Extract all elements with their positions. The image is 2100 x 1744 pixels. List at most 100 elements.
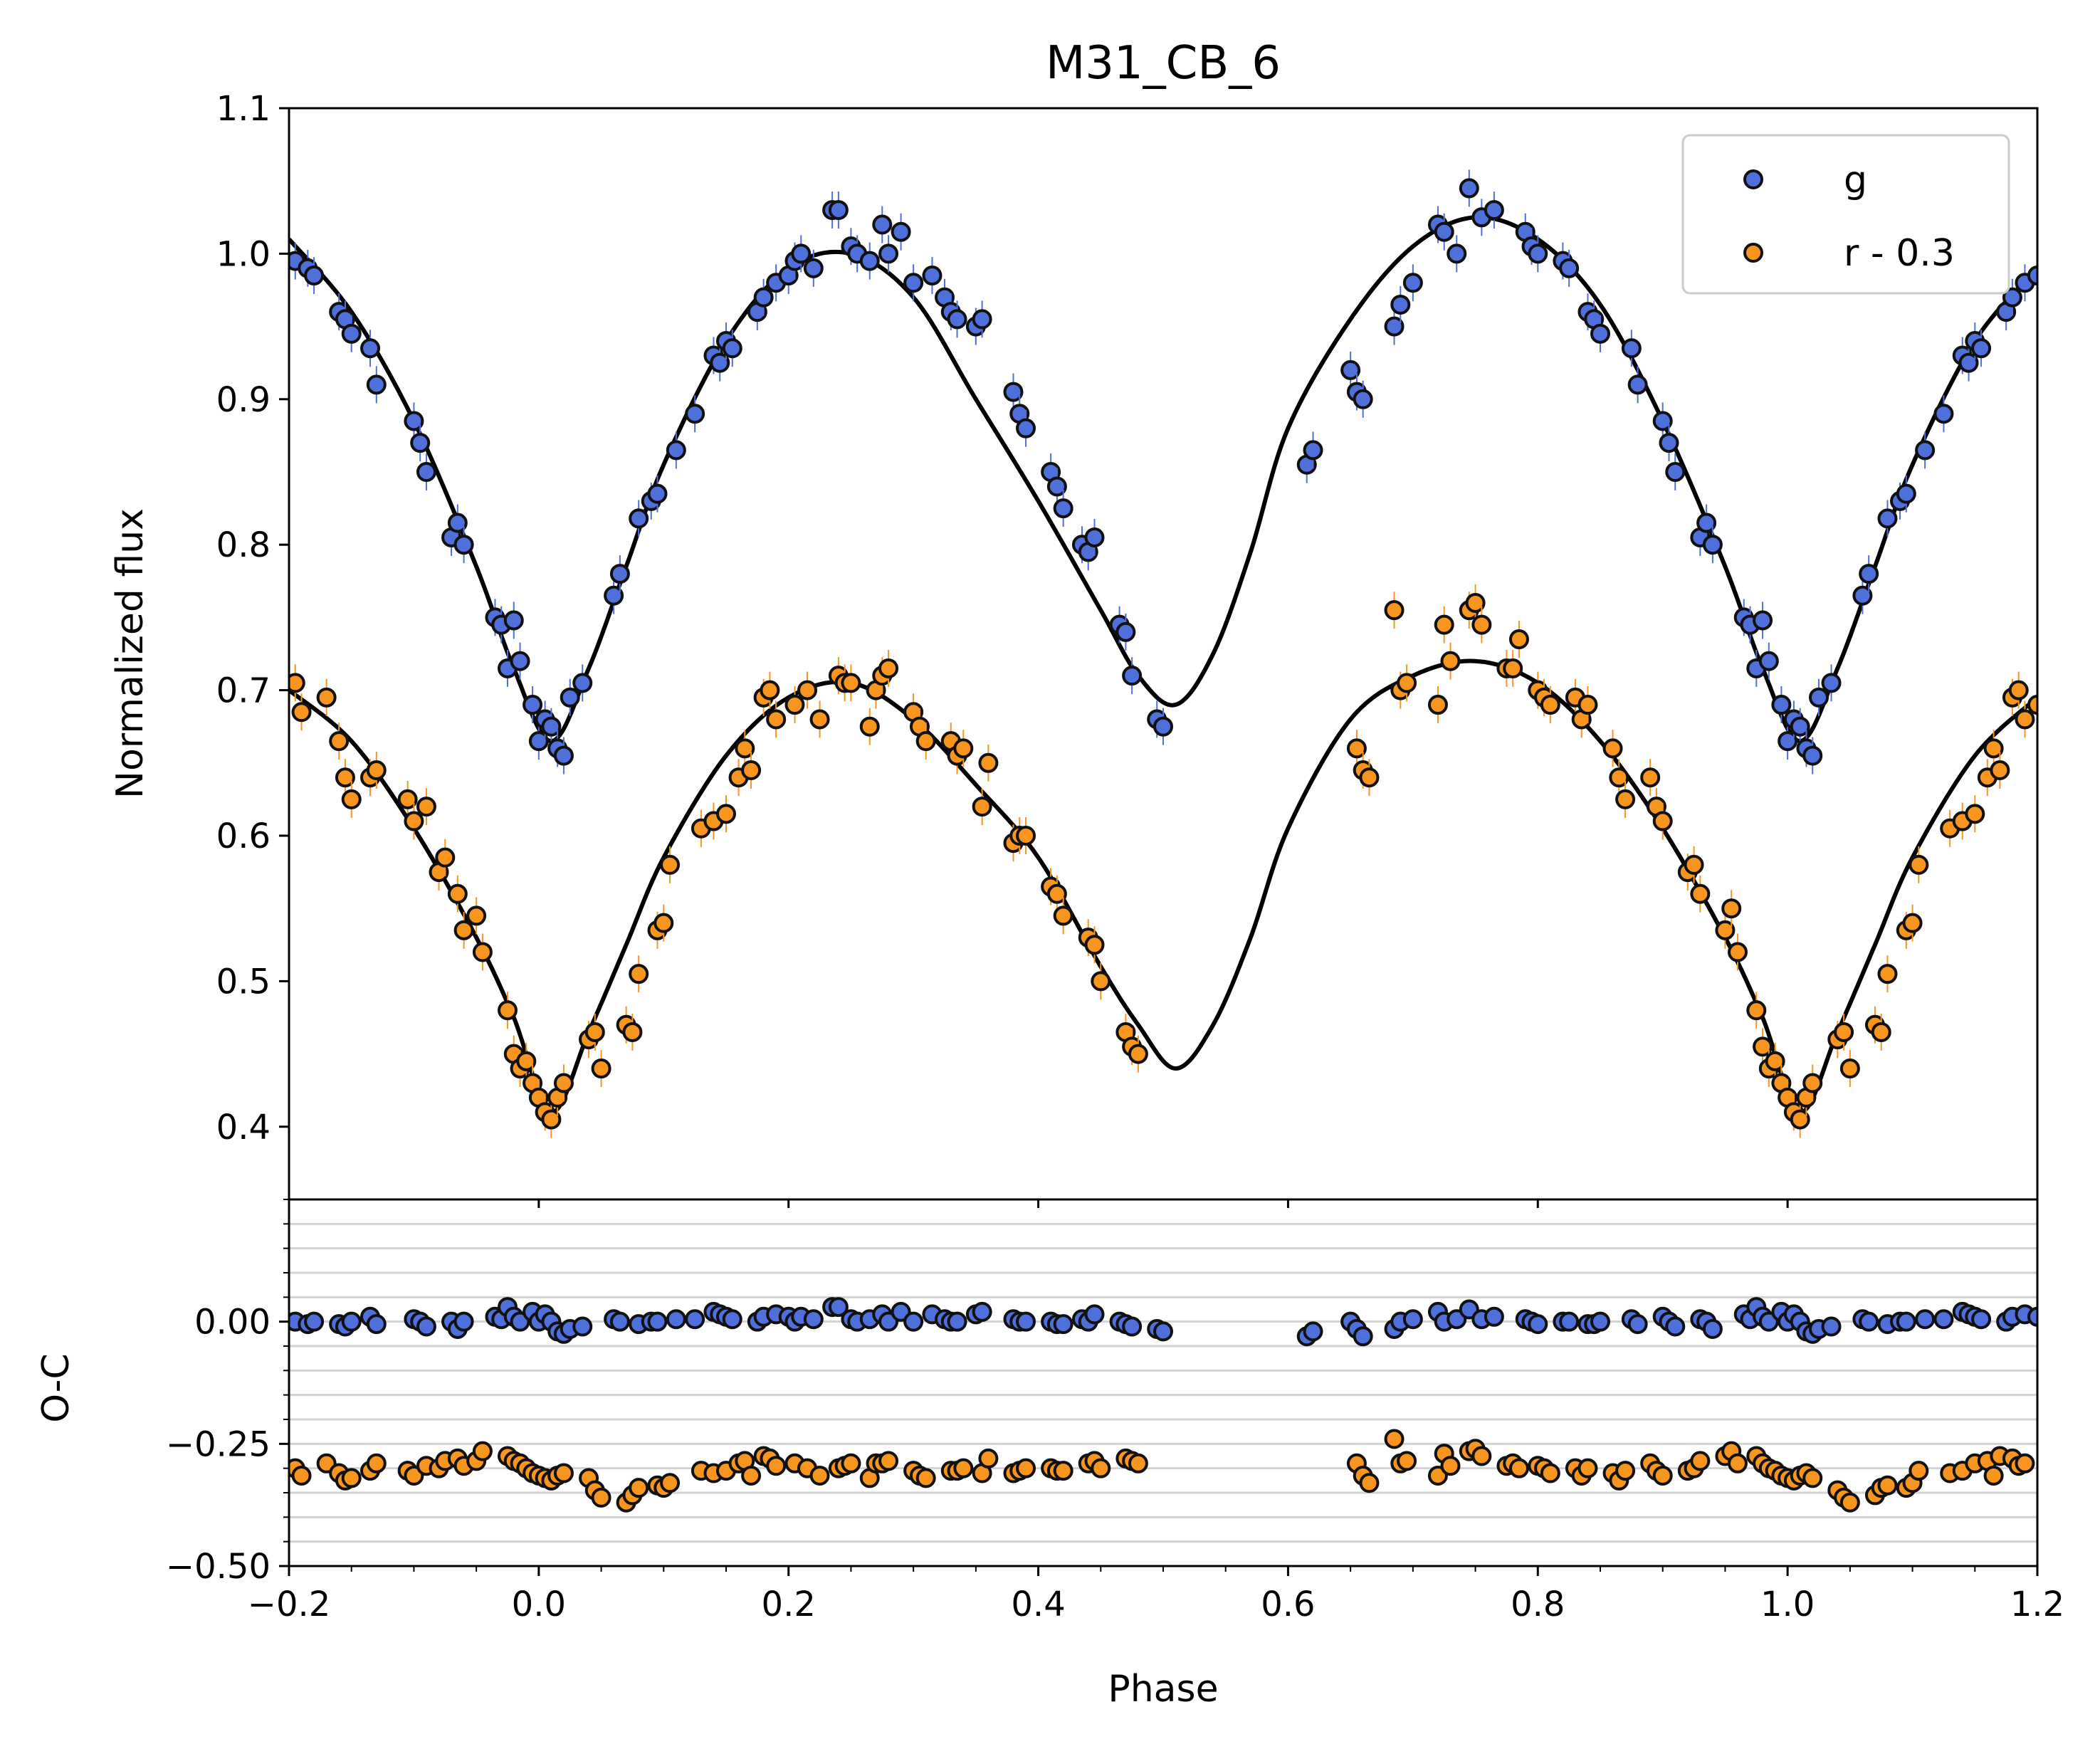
data-point-r <box>2027 695 2037 715</box>
data-point-g <box>1402 273 1423 293</box>
data-point-r <box>516 1051 537 1071</box>
residual-point-r <box>1690 1451 1711 1471</box>
data-point-g <box>1665 462 1686 482</box>
legend: g r - 0.3 <box>1681 134 2010 295</box>
flux-tick-label: 0.4 <box>216 1108 271 1147</box>
data-point-r <box>416 797 436 817</box>
data-point-g <box>1859 564 1879 584</box>
data-point-r <box>1602 738 1623 759</box>
data-point-r <box>1990 760 2010 781</box>
data-point-g <box>1115 621 1136 642</box>
residual-point-g <box>803 1309 824 1330</box>
y-axis-label-oc: O-C <box>35 1353 78 1422</box>
data-point-r <box>1359 767 1380 788</box>
phase-tick-label: 0.0 <box>512 1585 566 1624</box>
residual-points <box>289 1297 2037 1513</box>
data-point-r <box>978 752 999 773</box>
data-point-r <box>1434 614 1454 635</box>
data-point-g <box>647 483 668 504</box>
residual-point-r <box>1909 1461 1929 1481</box>
chart-title: M31_CB_6 <box>1046 37 1281 90</box>
residual-point-r <box>1540 1463 1560 1483</box>
residual-point-g <box>1859 1311 1879 1332</box>
residual-point-g <box>1821 1316 1842 1337</box>
data-point-g <box>1896 483 1916 504</box>
data-point-g <box>553 745 574 766</box>
data-point-r <box>1465 592 1486 613</box>
flux-tick-label: 0.6 <box>216 816 271 856</box>
residual-point-r <box>1615 1461 1636 1481</box>
data-point-r <box>1577 695 1598 715</box>
data-point-g <box>1084 527 1105 547</box>
data-point-g <box>410 433 431 453</box>
data-point-r <box>1046 883 1067 904</box>
phase-tick-label: 0.8 <box>1511 1585 1565 1624</box>
data-point-g <box>304 266 325 286</box>
data-point-g <box>1053 498 1073 519</box>
residual-point-r <box>629 1478 649 1498</box>
data-point-g <box>1559 258 1580 278</box>
data-point-r <box>2015 709 2035 730</box>
residual-point-r <box>472 1441 493 1461</box>
data-point-r <box>1427 695 1448 715</box>
residual-point-r <box>2015 1453 2035 1474</box>
data-point-r <box>1384 600 1405 621</box>
residual-point-r <box>1440 1456 1461 1476</box>
data-point-r <box>453 920 474 940</box>
data-point-g <box>1652 411 1673 431</box>
data-point-g <box>872 214 893 235</box>
data-point-g <box>1702 535 1723 555</box>
data-point-g <box>859 251 880 271</box>
data-point-g <box>604 585 624 606</box>
phase-tick-label: −0.2 <box>248 1585 331 1624</box>
data-point-g <box>1958 352 1979 373</box>
data-point-r <box>953 738 974 759</box>
data-point-r <box>335 767 355 788</box>
phase-x-ticks: −0.2 0.0 0.2 0.4 0.6 0.8 1.0 1.2 <box>248 1199 2064 1624</box>
residual-point-g <box>341 1311 362 1332</box>
data-point-r <box>1965 804 1985 824</box>
data-point-r <box>797 680 818 700</box>
data-point-r <box>1746 1000 1767 1021</box>
residual-point-g <box>1915 1309 1936 1330</box>
data-point-g <box>1659 433 1679 453</box>
residual-point-g <box>1122 1316 1143 1337</box>
data-point-r <box>1839 1059 1860 1079</box>
data-point-g <box>1303 440 1323 461</box>
data-point-r <box>716 804 736 824</box>
data-point-r <box>1721 898 1742 919</box>
data-point-g <box>791 243 812 264</box>
data-point-r <box>1609 767 1629 788</box>
data-point-r <box>735 738 755 759</box>
residual-point-r <box>1359 1473 1380 1493</box>
data-point-r <box>878 658 899 678</box>
residual-point-r <box>341 1468 362 1488</box>
data-point-g <box>447 513 468 533</box>
data-point-r <box>291 702 312 723</box>
residual-point-r <box>1384 1429 1405 1449</box>
data-point-r <box>915 731 936 752</box>
residual-point-g <box>1971 1309 1992 1330</box>
residual-point-r <box>1471 1446 1492 1466</box>
residual-point-g <box>1153 1321 1173 1342</box>
data-point-r <box>1091 971 1111 992</box>
residual-point-g <box>947 1311 967 1332</box>
data-point-g <box>972 309 992 330</box>
data-point-r <box>1765 1051 1785 1071</box>
residual-point-g <box>1627 1314 1648 1335</box>
data-point-g <box>753 287 774 308</box>
data-point-g <box>1340 359 1361 380</box>
residual-point-r <box>1091 1458 1111 1478</box>
residual-point-g <box>903 1311 924 1332</box>
data-point-g <box>922 266 943 286</box>
flux-tick-label: 1.0 <box>216 234 271 274</box>
data-point-r <box>472 942 493 962</box>
residual-point-r <box>741 1465 762 1486</box>
data-point-g <box>1696 513 1717 533</box>
data-point-g <box>1016 418 1036 438</box>
residual-point-g <box>828 1297 849 1318</box>
data-point-r <box>447 883 468 904</box>
oc-tick-label: −0.50 <box>166 1547 271 1587</box>
data-point-r <box>466 905 487 926</box>
residuals-panel: −0.50 −0.25 0.00 −0.2 0.0 0.2 0.4 0.6 0.8 1.0 1.2… <box>35 1198 2064 1711</box>
